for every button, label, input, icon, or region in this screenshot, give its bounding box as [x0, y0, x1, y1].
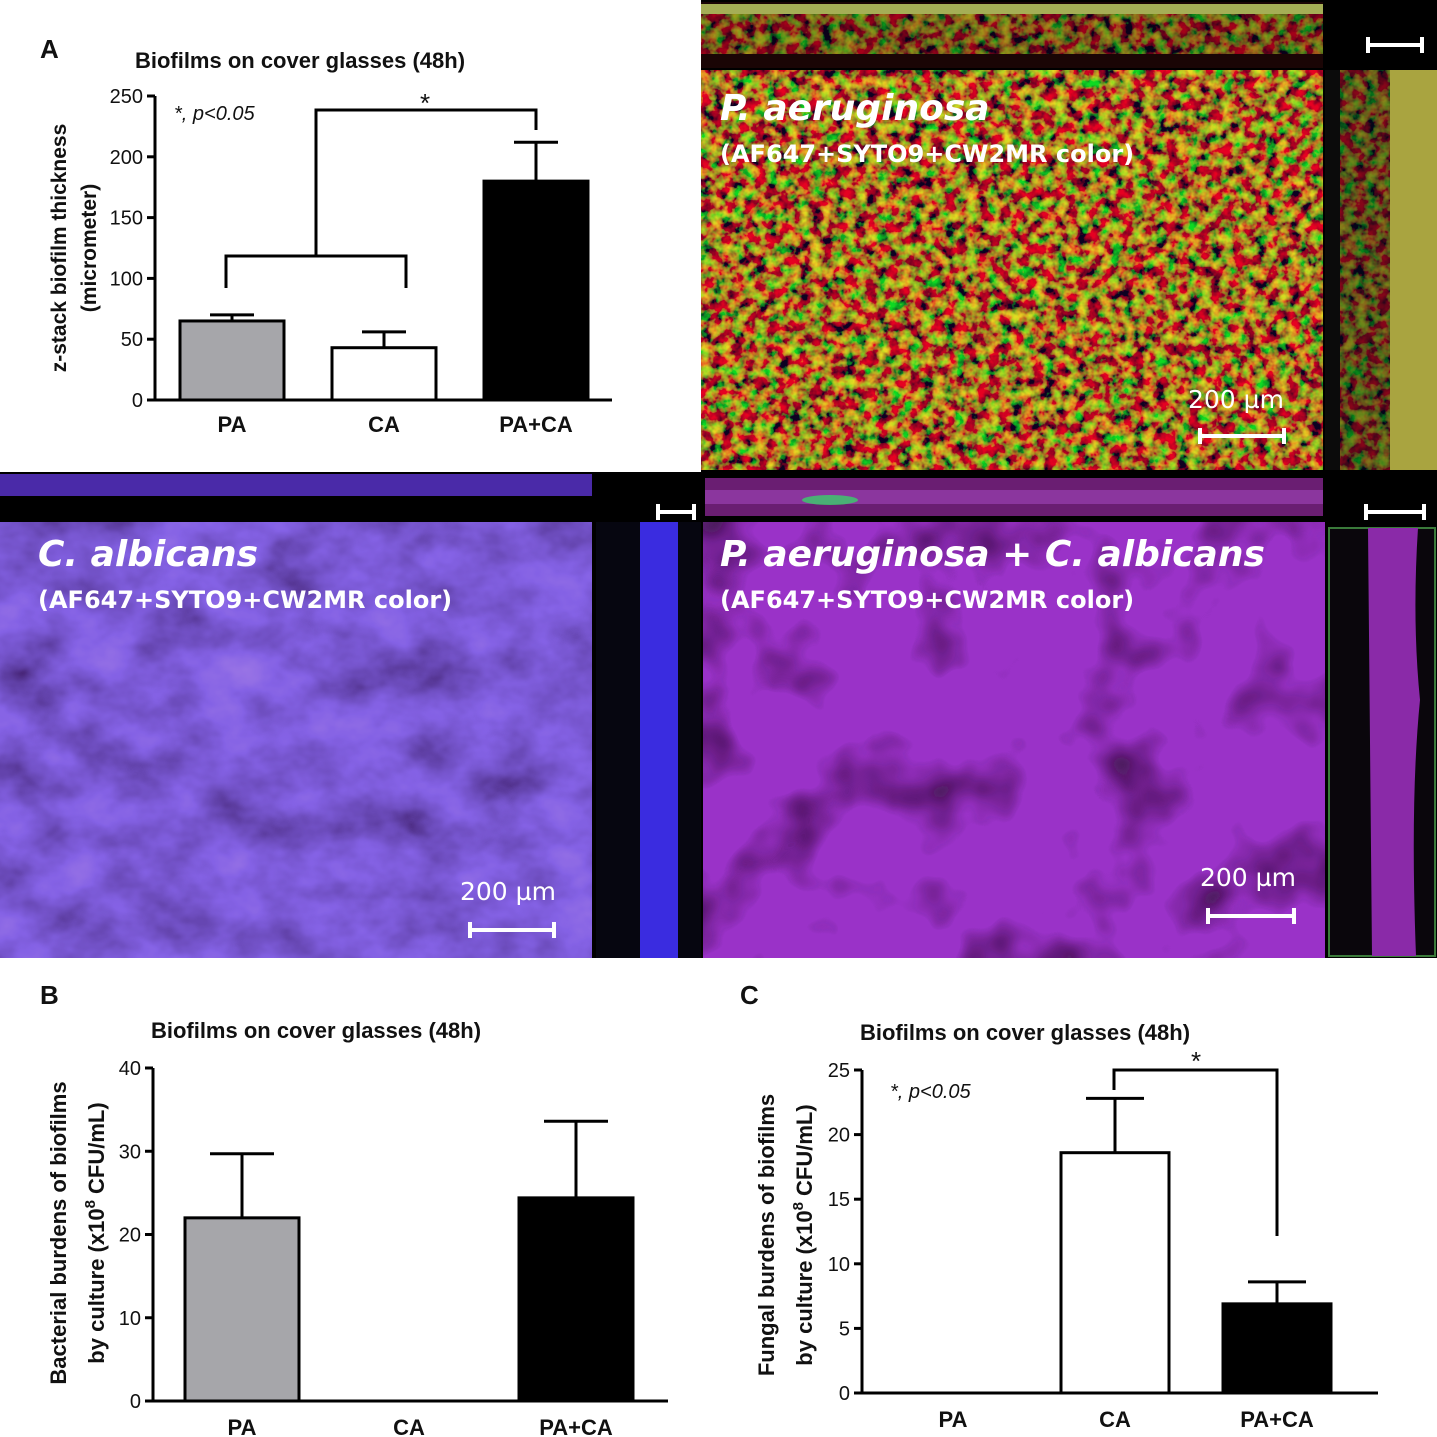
chart-b-ylabel-line1: Bacterial burdens of biofilms [46, 1081, 71, 1384]
chart-a-y-tick-label: 200 [110, 147, 143, 169]
chart-a-stat-note: *, p<0.05 [174, 103, 256, 125]
chart-c-ylabel-tail: CFU/mL) [792, 1104, 817, 1202]
chart-c-significance: * [1112, 1046, 1279, 1236]
chart-c-ylabel-line1: Fungal burdens of biofilms [754, 1094, 779, 1376]
chart-c-y-tick-label: 0 [839, 1383, 850, 1405]
chart-a-y-tick-label: 100 [110, 268, 143, 290]
panel-letter-a: A [40, 34, 59, 64]
chart-b-ylabel-prefix: by culture (x10 [84, 1208, 109, 1363]
chart-a-title: Biofilms on cover glasses (48h) [135, 48, 465, 73]
chart-a-y-tick-label: 250 [110, 86, 143, 108]
micrograph-pa-texture [701, 70, 1323, 470]
chart-c-category-label: CA [1099, 1407, 1131, 1432]
chart-a-group-bracket [224, 254, 408, 288]
chart-b-category-label: CA [393, 1415, 425, 1437]
chart-a-y-tick-label: 150 [110, 208, 143, 230]
xz-green-spot [802, 495, 858, 505]
chart-c-stat-note: *, p<0.05 [890, 1081, 972, 1103]
micrograph-ca-subtitle: (AF647+SYTO9+CW2MR color) [38, 586, 452, 614]
chart-c-y-tick-label: 10 [828, 1254, 850, 1276]
micrograph-paca-texture [703, 522, 1325, 958]
yz-texture [1340, 70, 1390, 470]
micrograph-paca: P. aeruginosa + C. albicans (AF647+SYTO9… [701, 472, 1437, 958]
panel-letter-b: B [40, 980, 59, 1010]
chart-c-title: Biofilms on cover glasses (48h) [860, 1020, 1190, 1045]
yz-surface-band [1390, 70, 1437, 470]
chart-a-bar-ca [330, 346, 438, 402]
chart-c-category-label: PA+CA [1240, 1407, 1314, 1432]
chart-c-y-tick-label: 5 [839, 1318, 850, 1340]
chart-c-y-tick-label: 25 [828, 1060, 850, 1082]
chart-c-ylabel-sup: 8 [790, 1202, 807, 1210]
chart-b: Biofilms on cover glasses (48h) Bacteria… [46, 1018, 668, 1437]
chart-c-ylabel-line2: by culture (x108 CFU/mL) [790, 1104, 817, 1365]
micrograph-pa-title: P. aeruginosa [720, 88, 990, 129]
chart-b-category-label: PA+CA [539, 1415, 613, 1437]
xz-band [705, 490, 1323, 504]
chart-a-category-label: CA [368, 412, 400, 437]
chart-c-sig-bracket [1112, 1068, 1279, 1236]
chart-a-bar-pa-ca [482, 179, 590, 402]
chart-c-bar-pa-ca [1221, 1302, 1333, 1395]
micrograph-ca-title: C. albicans [38, 534, 258, 575]
chart-c: Biofilms on cover glasses (48h) Fungal b… [754, 1020, 1378, 1432]
chart-c-bar-ca [1059, 1151, 1171, 1395]
chart-b-bar-pa-ca [517, 1196, 635, 1403]
chart-b-category-label: PA [228, 1415, 257, 1437]
chart-c-sig-star: * [1191, 1046, 1201, 1076]
chart-a-category-label: PA+CA [499, 412, 573, 437]
micrograph-pa-scale-label: 200 µm [1188, 385, 1284, 414]
chart-b-y-tick-label: 40 [119, 1058, 141, 1080]
chart-b-ylabel-sup: 8 [82, 1200, 99, 1208]
micrograph-paca-scale-label: 200 µm [1200, 863, 1296, 892]
chart-b-ylabel-tail: CFU/mL) [84, 1102, 109, 1200]
chart-b-ylabel-line2: by culture (x108 CFU/mL) [82, 1102, 109, 1363]
chart-a-bar-pa [178, 319, 286, 402]
micrograph-paca-subtitle: (AF647+SYTO9+CW2MR color) [720, 586, 1134, 614]
panel-letter-c: C [740, 980, 759, 1010]
xz-surface-band [701, 4, 1323, 14]
chart-a-y-tick-label: 0 [132, 390, 143, 412]
chart-c-category-label: PA [939, 1407, 968, 1432]
chart-a-sig-star: * [420, 88, 430, 118]
chart-a-sig-bracket [314, 108, 538, 256]
chart-c-y-tick-label: 15 [828, 1189, 850, 1211]
chart-b-y-tick-label: 0 [130, 1391, 141, 1413]
micrograph-pa-subtitle: (AF647+SYTO9+CW2MR color) [720, 140, 1134, 168]
micrograph-ca-scale-label: 200 µm [460, 877, 556, 906]
chart-c-y-tick-label: 20 [828, 1125, 850, 1147]
chart-b-y-tick-label: 10 [119, 1308, 141, 1330]
chart-a-ylabel-line2: (micrometer) [78, 184, 101, 312]
chart-a-ylabel-line1: z-stack biofilm thickness [48, 124, 71, 373]
micrograph-ca-xz-view [0, 474, 592, 496]
chart-a-y-tick-label: 50 [121, 329, 143, 351]
chart-a: Biofilms on cover glasses (48h) z-stack … [48, 48, 612, 437]
xz-texture [701, 14, 1323, 54]
chart-b-title: Biofilms on cover glasses (48h) [151, 1018, 481, 1043]
micrograph-ca-texture [0, 522, 592, 958]
chart-b-y-tick-label: 30 [119, 1141, 141, 1163]
chart-a-significance: * [224, 88, 538, 288]
micrograph-ca: C. albicans (AF647+SYTO9+CW2MR color) 20… [0, 472, 701, 958]
chart-c-ylabel-prefix: by culture (x10 [792, 1210, 817, 1365]
yz-band [640, 522, 678, 958]
chart-a-category-label: PA [218, 412, 247, 437]
yz-band [1368, 528, 1420, 956]
micrograph-paca-title: P. aeruginosa + C. albicans [720, 534, 1265, 575]
micrograph-pa: P. aeruginosa (AF647+SYTO9+CW2MR color) … [701, 0, 1437, 472]
chart-b-y-tick-label: 20 [119, 1225, 141, 1247]
chart-b-bar-pa [183, 1216, 301, 1403]
